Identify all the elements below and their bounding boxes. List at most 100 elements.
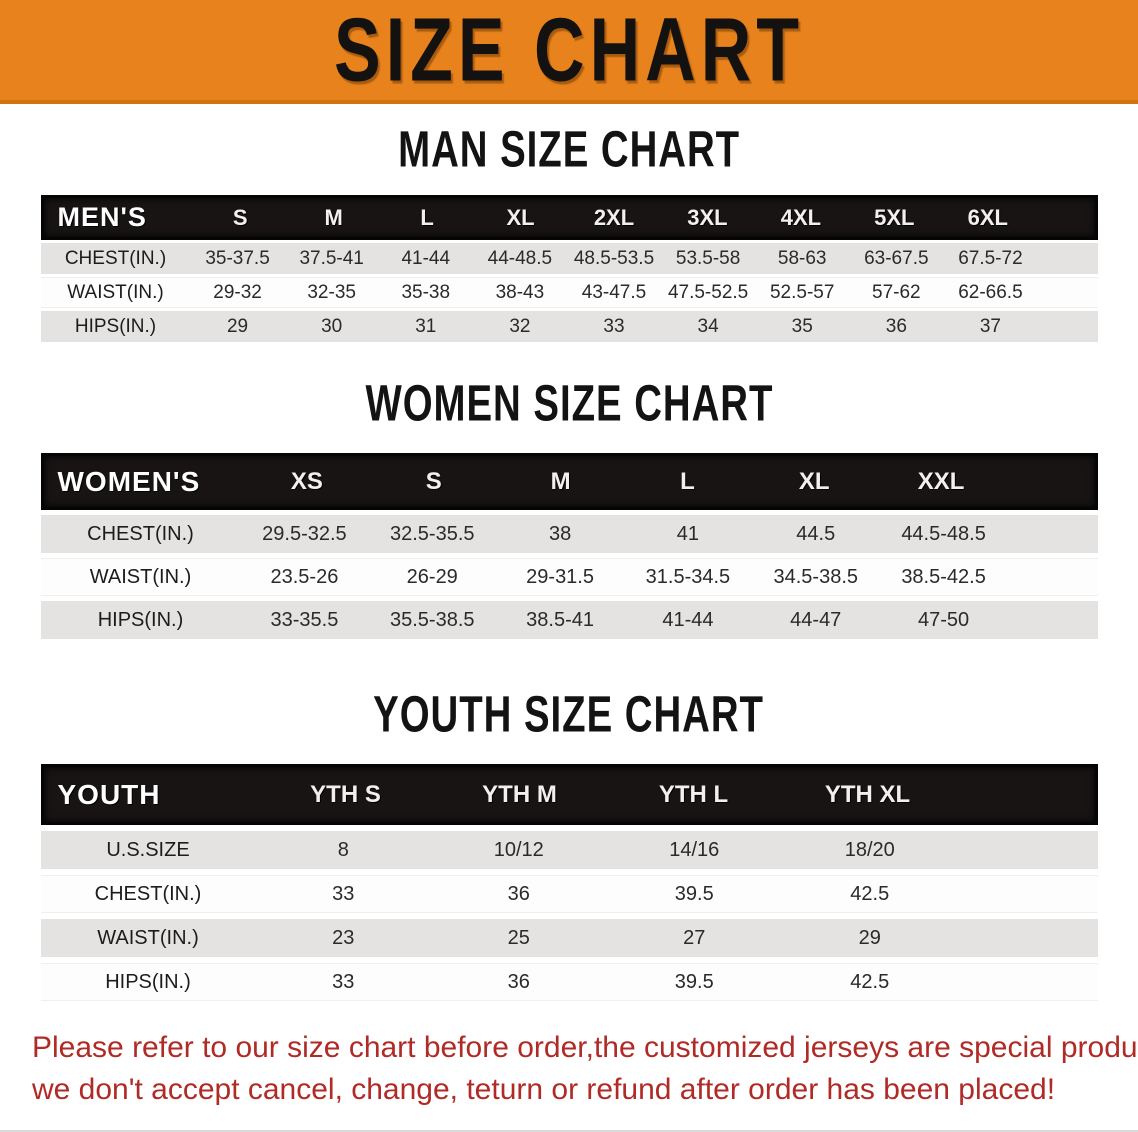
women-size-table: WOMEN'S XS S M L XL XXL CHEST(IN.) 29.5-32.5 32.5…: [40, 453, 1098, 639]
cell-value: 39.5: [674, 970, 714, 993]
cell-value: 53.5-58: [675, 247, 741, 269]
cell-value: 35.5-38.5: [389, 608, 475, 631]
cell-value: 62-66.5: [958, 281, 1023, 303]
order-disclaimer: Please refer to our size chart before or…: [0, 1027, 1138, 1111]
disclaimer-line-1: Please refer to our size chart before or…: [32, 1031, 1138, 1064]
cell-value: 34: [697, 315, 719, 337]
row-label: WAIST(IN.): [89, 565, 192, 588]
size-column-header: L: [420, 204, 434, 230]
table-row: HIPS(IN.) 29 30 31 32 33 34 35 36 37: [40, 311, 1098, 342]
cell-value: 33: [332, 970, 355, 993]
size-column-header: S: [232, 204, 248, 230]
table-header-label: WOMEN'S: [57, 465, 201, 497]
cell-value: 32.5-35.5: [389, 522, 475, 545]
cell-value: 35-38: [401, 281, 451, 303]
cell-value: 57-62: [872, 281, 921, 303]
table-row: WAIST(IN.) 23.5-26 26-29 29-31.5 31.5-34.5 34…: [40, 558, 1098, 596]
cell-value: 36: [885, 315, 907, 337]
size-column-header: 5XL: [874, 204, 915, 230]
cell-value: 35: [791, 315, 813, 337]
size-column-header: 4XL: [780, 204, 822, 230]
table-row: CHEST(IN.) 33 36 39.5 42.5: [40, 875, 1098, 913]
cell-value: 18/20: [844, 838, 895, 861]
cell-value: 67.5-72: [958, 247, 1023, 269]
row-label: HIPS(IN.): [97, 608, 184, 631]
cell-value: 33: [603, 315, 625, 337]
disclaimer-line-2: we don't accept cancel, change, teturn o…: [32, 1073, 1056, 1106]
cell-value: 39.5: [674, 882, 714, 905]
table-row: HIPS(IN.) 33-35.5 35.5-38.5 38.5-41 41-44 44-…: [40, 601, 1098, 639]
cell-value: 32: [509, 315, 531, 337]
cell-value: 38.5-41: [526, 608, 594, 631]
table-header-label: MEN'S: [57, 202, 147, 232]
size-column-header: 6XL: [967, 204, 1008, 230]
cell-value: 44.5-48.5: [901, 522, 986, 545]
table-row: WAIST(IN.) 23 25 27 29: [40, 919, 1098, 957]
cell-value: 41: [676, 522, 700, 545]
row-label: WAIST(IN.): [97, 926, 199, 949]
youth-size-chart-heading: YOUTH SIZE CHART: [373, 686, 765, 744]
size-column-header: L: [680, 467, 695, 495]
cell-value: 27: [683, 926, 706, 949]
cell-value: 41-44: [401, 247, 451, 269]
size-column-header: YTH XL: [824, 780, 911, 808]
cell-value: 48.5-53.5: [573, 247, 655, 269]
cell-value: 37: [979, 315, 1001, 337]
cell-value: 47.5-52.5: [667, 281, 749, 303]
size-column-header: 3XL: [687, 204, 728, 230]
cell-value: 34.5-38.5: [773, 565, 858, 588]
cell-value: 38.5-42.5: [901, 565, 986, 588]
cell-value: 29.5-32.5: [262, 522, 347, 545]
cell-value: 44-48.5: [487, 247, 553, 269]
cell-value: 10/12: [493, 838, 544, 861]
cell-value: 33-35.5: [270, 608, 339, 631]
youth-size-table: YOUTH YTH S YTH M YTH L YTH XL U.S.SIZE 8 10/12…: [40, 764, 1098, 1001]
size-column-header: YTH L: [658, 780, 729, 808]
cell-value: 29-31.5: [526, 565, 594, 588]
cell-value: 29: [858, 926, 881, 949]
cell-value: 38-43: [495, 281, 545, 303]
row-label: CHEST(IN.): [87, 522, 194, 545]
banner-title: SIZE CHART: [334, 0, 804, 100]
cell-value: 29: [226, 315, 249, 337]
cell-value: 32-35: [307, 281, 356, 303]
cell-value: 36: [507, 882, 530, 905]
cell-value: 38: [548, 522, 572, 545]
cell-value: 25: [507, 926, 530, 949]
cell-value: 35-37.5: [205, 247, 270, 269]
size-column-header: XL: [506, 204, 535, 230]
cell-value: 42.5: [850, 970, 890, 993]
cell-value: 58-63: [777, 247, 827, 269]
row-label: HIPS(IN.): [105, 970, 191, 993]
table-header-row: WOMEN'S XS S M L XL XXL: [40, 453, 1098, 510]
table-row: WAIST(IN.) 29-32 32-35 35-38 38-43 43-47.5 47.…: [40, 277, 1098, 308]
cell-value: 63-67.5: [864, 247, 929, 269]
row-label: U.S.SIZE: [106, 838, 190, 861]
cell-value: 31.5-34.5: [645, 565, 731, 588]
size-column-header: M: [324, 204, 343, 230]
men-size-table: MEN'S S M L XL 2XL 3XL 4XL 5XL 6XL CHEST(IN.) 35-37…: [40, 195, 1098, 342]
size-column-header: M: [550, 467, 571, 495]
table-header-label: YOUTH: [57, 778, 161, 810]
row-label: CHEST(IN.): [94, 882, 202, 905]
cell-value: 47-50: [918, 608, 970, 631]
cell-value: 44.5: [796, 522, 836, 545]
cell-value: 31: [415, 315, 437, 337]
man-size-chart-heading: MAN SIZE CHART: [398, 121, 740, 179]
row-label: HIPS(IN.): [74, 315, 157, 337]
size-column-header: XL: [798, 467, 830, 495]
table-row: HIPS(IN.) 33 36 39.5 42.5: [40, 963, 1098, 1001]
cell-value: 8: [337, 838, 349, 861]
cell-value: 37.5-41: [299, 247, 364, 269]
cell-value: 52.5-57: [769, 281, 835, 303]
size-column-header: XXL: [917, 467, 965, 495]
cell-value: 36: [507, 970, 530, 993]
size-column-header: YTH S: [310, 780, 381, 808]
cell-value: 23.5-26: [270, 565, 339, 588]
table-header-row: MEN'S S M L XL 2XL 3XL 4XL 5XL 6XL: [40, 195, 1098, 240]
size-column-header: XS: [290, 467, 323, 495]
cell-value: 44-47: [790, 608, 842, 631]
cell-value: 23: [332, 926, 355, 949]
cell-value: 33: [332, 882, 355, 905]
